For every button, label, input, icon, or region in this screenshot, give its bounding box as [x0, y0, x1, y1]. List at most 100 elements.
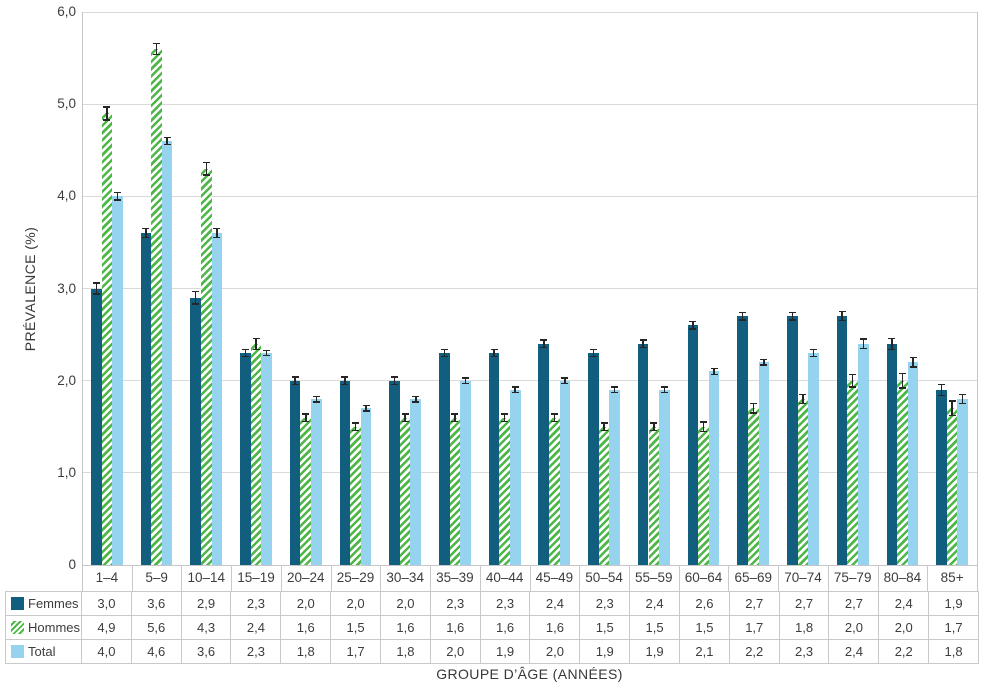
- error-bar-cap-bottom: [540, 346, 548, 349]
- error-bar-cap-bottom: [810, 356, 818, 358]
- y-tick-label: 2,0: [57, 372, 76, 388]
- bar-hommes-75–79: [847, 380, 858, 565]
- bar-hommes-55–59: [648, 426, 660, 565]
- gridline-y3,0: [82, 288, 977, 289]
- error-bar-cap-bottom: [511, 391, 519, 394]
- error-bar-cap-top: [92, 282, 100, 284]
- table-value-total-45–49: 2,0: [530, 640, 581, 664]
- error-bar-cap-top: [241, 348, 249, 351]
- error-bar-cap-top: [142, 227, 150, 230]
- bar-hommes-45–49: [549, 417, 560, 565]
- legend-label-hommes: Hommes: [28, 620, 81, 635]
- bar-femmes-45–49: [538, 343, 550, 565]
- bar-total-55–59: [659, 389, 670, 565]
- error-bar-cap-top: [959, 393, 967, 396]
- error-bar-cap-bottom: [700, 430, 708, 433]
- error-bar-cap-top: [600, 422, 608, 424]
- error-bar-whisker: [393, 376, 396, 385]
- table-value-femmes-50–54: 2,3: [580, 592, 631, 616]
- error-bar-whisker: [166, 137, 168, 145]
- error-bar-cap-bottom: [451, 420, 459, 422]
- error-bar-cap-bottom: [959, 403, 967, 405]
- error-bar-whisker: [653, 423, 655, 431]
- error-bar-cap-bottom: [898, 387, 906, 389]
- table-value-femmes-1–4: 3,0: [82, 592, 132, 616]
- table-value-hommes-75–79: 2,0: [829, 616, 880, 640]
- bar-total-70–74: [808, 353, 819, 565]
- error-bar-cap-top: [660, 386, 668, 388]
- category-separator: [479, 565, 481, 591]
- error-bar-cap-bottom: [92, 293, 100, 295]
- gridline-y5,0: [82, 103, 977, 105]
- error-bar-cap-top: [263, 349, 271, 351]
- category-separator: [877, 565, 879, 591]
- bar-femmes-5–9: [140, 233, 152, 565]
- bar-femmes-35–39: [439, 353, 450, 565]
- error-bar-whisker: [106, 106, 108, 120]
- error-bar-cap-bottom: [838, 320, 846, 322]
- bar-femmes-1–4: [90, 288, 102, 565]
- x-tick-label-50–54: 50–54: [585, 570, 623, 585]
- error-bar-cap-bottom: [760, 364, 768, 366]
- table-value-femmes-10–14: 2,9: [181, 592, 232, 616]
- error-bar-cap-bottom: [799, 403, 807, 405]
- table-value-hommes-65–69: 1,7: [729, 616, 780, 640]
- legend-data-table: Femmes 3,0 3,6 2,9 2,3 2,0 2,0 2,0 2,3 2,3 2,4 2,3 2…: [5, 591, 979, 664]
- table-value-total-25–29: 1,7: [331, 640, 381, 664]
- error-bar-cap-top: [501, 413, 509, 415]
- error-bar-cap-top: [351, 422, 359, 424]
- error-bar-cap-top: [252, 337, 260, 339]
- table-value-femmes-30–34: 2,0: [380, 592, 431, 616]
- error-bar-whisker: [503, 413, 506, 422]
- error-bar-whisker: [344, 376, 346, 385]
- error-bar-cap-bottom: [550, 420, 558, 422]
- error-bar-whisker: [464, 377, 467, 384]
- error-bar-whisker: [543, 340, 545, 348]
- error-bar-cap-bottom: [938, 394, 946, 397]
- error-bar-cap-top: [302, 413, 310, 415]
- error-bar-whisker: [564, 377, 566, 384]
- error-bar-cap-bottom: [611, 391, 619, 394]
- error-bar-cap-top: [948, 400, 956, 402]
- table-value-total-10–14: 3,6: [181, 640, 232, 664]
- table-value-hommes-70–74: 1,8: [779, 616, 830, 640]
- bar-femmes-55–59: [637, 343, 649, 565]
- error-bar-cap-top: [909, 356, 917, 359]
- error-bar-cap-top: [589, 348, 597, 351]
- error-bar-cap-top: [938, 383, 946, 386]
- error-bar-cap-top: [462, 377, 470, 379]
- error-bar-cap-top: [849, 373, 857, 375]
- error-bar-whisker: [205, 162, 208, 176]
- table-value-total-40–44: 1,9: [480, 640, 531, 664]
- table-value-total-55–59: 1,9: [630, 640, 680, 664]
- y-axis-title: PRÉVALENCE (%): [22, 226, 38, 352]
- error-bar-whisker: [692, 321, 694, 330]
- table-value-total-30–34: 1,8: [380, 640, 431, 664]
- table-value-femmes-5–9: 3,6: [131, 592, 182, 616]
- error-bar-whisker: [663, 387, 666, 393]
- x-tick-label-10–14: 10–14: [187, 570, 226, 585]
- bar-total-35–39: [460, 380, 471, 565]
- plot-right-border: [977, 12, 978, 591]
- bar-total-25–29: [360, 408, 372, 565]
- category-separator: [827, 565, 829, 591]
- category-separator: [778, 565, 780, 591]
- error-bar-cap-top: [401, 413, 409, 415]
- table-value-hommes-40–44: 1,6: [480, 616, 531, 640]
- y-tick-label: 0: [68, 557, 76, 572]
- x-axis-title: GROUPE D’ÂGE (ANNÉES): [436, 666, 623, 682]
- category-separator: [280, 565, 282, 591]
- x-tick-label-70–74: 70–74: [784, 570, 822, 585]
- table-value-hommes-1–4: 4,9: [82, 616, 132, 640]
- table-value-total-20–24: 1,8: [281, 640, 332, 664]
- error-bar-cap-bottom: [739, 319, 747, 321]
- category-separator: [430, 565, 432, 591]
- error-bar-whisker: [145, 228, 147, 238]
- legend-label-femmes: Femmes: [28, 596, 79, 611]
- error-bar-whisker: [802, 394, 804, 404]
- bar-femmes-25–29: [339, 380, 351, 565]
- category-separator: [529, 565, 531, 591]
- bar-femmes-15–19: [240, 353, 251, 565]
- table-value-total-80–84: 2,2: [879, 640, 930, 664]
- error-bar-cap-bottom: [312, 401, 320, 403]
